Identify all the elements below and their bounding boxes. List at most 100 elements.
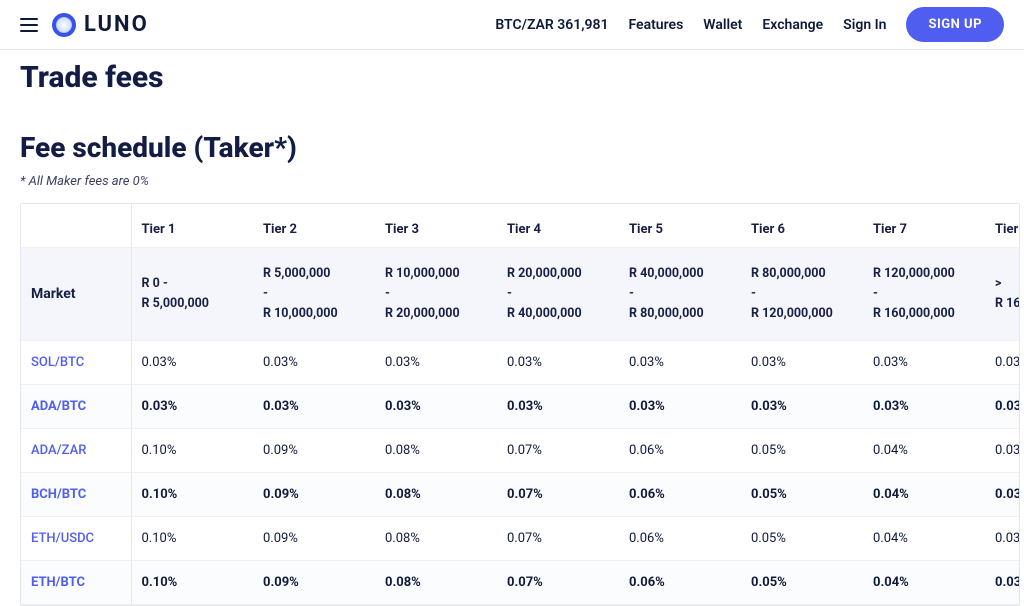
fee-cell: 0.03%: [619, 341, 741, 385]
fee-cell: 0.03%: [985, 341, 1020, 385]
tier-range: R 120,000,000 - R 160,000,000: [863, 248, 985, 341]
market-cell[interactable]: ETH/BTC: [21, 561, 131, 605]
blank-header: [21, 204, 131, 248]
tier-header: Tier 7: [863, 204, 985, 248]
table-row: ADA/BTC0.03%0.03%0.03%0.03%0.03%0.03%0.0…: [21, 385, 1020, 429]
market-cell[interactable]: ADA/BTC: [21, 385, 131, 429]
tier-range: R 20,000,000 - R 40,000,000: [497, 248, 619, 341]
menu-icon[interactable]: [20, 18, 38, 32]
fee-cell: 0.08%: [375, 473, 497, 517]
page-content: Trade fees Fee schedule (Taker*) * All M…: [0, 50, 1024, 606]
fee-cell: 0.03%: [375, 341, 497, 385]
tier-header: Tier 4: [497, 204, 619, 248]
fee-cell: 0.05%: [741, 517, 863, 561]
fee-cell: 0.03%: [131, 341, 253, 385]
fee-cell: 0.03%: [619, 385, 741, 429]
fee-cell: 0.09%: [253, 473, 375, 517]
fee-cell: 0.09%: [253, 561, 375, 605]
fee-cell: 0.04%: [863, 517, 985, 561]
tier-header: Tier 1: [131, 204, 253, 248]
fee-cell: 0.08%: [375, 517, 497, 561]
fee-cell: 0.03%: [131, 385, 253, 429]
tier-header: Tier 8: [985, 204, 1020, 248]
logo-icon: [52, 13, 76, 37]
fee-cell: 0.07%: [497, 517, 619, 561]
range-header-row: Market R 0 - R 5,000,000R 5,000,000 - R …: [21, 248, 1020, 341]
market-cell[interactable]: ADA/ZAR: [21, 429, 131, 473]
market-cell[interactable]: BCH/BTC: [21, 473, 131, 517]
fee-cell: 0.10%: [131, 429, 253, 473]
table-row: BCH/BTC0.10%0.09%0.08%0.07%0.06%0.05%0.0…: [21, 473, 1020, 517]
header-left: LUNO: [20, 12, 149, 37]
fee-cell: 0.04%: [863, 473, 985, 517]
fee-cell: 0.07%: [497, 473, 619, 517]
fee-cell: 0.10%: [131, 517, 253, 561]
fee-cell: 0.05%: [741, 473, 863, 517]
fee-cell: 0.03%: [741, 341, 863, 385]
fee-cell: 0.03%: [985, 385, 1020, 429]
fee-table-body: SOL/BTC0.03%0.03%0.03%0.03%0.03%0.03%0.0…: [21, 341, 1020, 605]
fee-cell: 0.06%: [619, 429, 741, 473]
tier-range: R 10,000,000 - R 20,000,000: [375, 248, 497, 341]
tier-range: R 5,000,000 - R 10,000,000: [253, 248, 375, 341]
maker-fee-note: * All Maker fees are 0%: [20, 174, 1004, 189]
table-row: ADA/ZAR0.10%0.09%0.08%0.07%0.06%0.05%0.0…: [21, 429, 1020, 473]
nav-wallet[interactable]: Wallet: [703, 17, 742, 33]
fee-cell: 0.03%: [863, 385, 985, 429]
fee-cell: 0.03%: [741, 385, 863, 429]
fee-cell: 0.05%: [741, 429, 863, 473]
fee-cell: 0.06%: [619, 473, 741, 517]
tier-header: Tier 2: [253, 204, 375, 248]
market-cell[interactable]: SOL/BTC: [21, 341, 131, 385]
fee-cell: 0.03%: [497, 385, 619, 429]
page-title: Trade fees: [20, 60, 1004, 95]
tier-header: Tier 3: [375, 204, 497, 248]
fee-cell: 0.10%: [131, 561, 253, 605]
market-cell[interactable]: ETH/USDC: [21, 517, 131, 561]
primary-nav: BTC/ZAR 361,981 Features Wallet Exchange…: [495, 7, 1004, 42]
tier-header: Tier 6: [741, 204, 863, 248]
fee-cell: 0.10%: [131, 473, 253, 517]
fee-table: Tier 1Tier 2Tier 3Tier 4Tier 5Tier 6Tier…: [21, 204, 1020, 605]
ticker-link[interactable]: BTC/ZAR 361,981: [495, 17, 608, 33]
fee-cell: 0.08%: [375, 429, 497, 473]
tier-header-row: Tier 1Tier 2Tier 3Tier 4Tier 5Tier 6Tier…: [21, 204, 1020, 248]
fee-cell: 0.03%: [985, 429, 1020, 473]
fee-cell: 0.09%: [253, 429, 375, 473]
tier-range: > R 160,000,000: [985, 248, 1020, 341]
fee-cell: 0.06%: [619, 561, 741, 605]
fee-cell: 0.05%: [741, 561, 863, 605]
nav-features[interactable]: Features: [629, 17, 684, 33]
logo[interactable]: LUNO: [52, 12, 149, 37]
fee-cell: 0.03%: [253, 341, 375, 385]
fee-cell: 0.04%: [863, 429, 985, 473]
fee-cell: 0.03%: [985, 473, 1020, 517]
fee-cell: 0.03%: [985, 561, 1020, 605]
fee-cell: 0.03%: [497, 341, 619, 385]
market-header: Market: [21, 248, 131, 341]
table-row: ETH/BTC0.10%0.09%0.08%0.07%0.06%0.05%0.0…: [21, 561, 1020, 605]
table-row: SOL/BTC0.03%0.03%0.03%0.03%0.03%0.03%0.0…: [21, 341, 1020, 385]
fee-cell: 0.07%: [497, 561, 619, 605]
tier-range: R 80,000,000 - R 120,000,000: [741, 248, 863, 341]
signup-button[interactable]: SIGN UP: [906, 7, 1004, 42]
table-row: ETH/USDC0.10%0.09%0.08%0.07%0.06%0.05%0.…: [21, 517, 1020, 561]
fee-table-container: Tier 1Tier 2Tier 3Tier 4Tier 5Tier 6Tier…: [20, 203, 1020, 606]
tier-header: Tier 5: [619, 204, 741, 248]
fee-cell: 0.03%: [253, 385, 375, 429]
fee-cell: 0.04%: [863, 561, 985, 605]
fee-cell: 0.06%: [619, 517, 741, 561]
fee-cell: 0.07%: [497, 429, 619, 473]
fee-cell: 0.03%: [863, 341, 985, 385]
tier-range: R 0 - R 5,000,000: [131, 248, 253, 341]
fee-cell: 0.03%: [375, 385, 497, 429]
fee-cell: 0.03%: [985, 517, 1020, 561]
site-header: LUNO BTC/ZAR 361,981 Features Wallet Exc…: [0, 0, 1024, 50]
section-title: Fee schedule (Taker*): [20, 131, 1004, 164]
nav-exchange[interactable]: Exchange: [762, 17, 823, 33]
nav-signin[interactable]: Sign In: [843, 17, 886, 33]
fee-cell: 0.08%: [375, 561, 497, 605]
fee-cell: 0.09%: [253, 517, 375, 561]
logo-text: LUNO: [84, 12, 149, 37]
tier-range: R 40,000,000 - R 80,000,000: [619, 248, 741, 341]
